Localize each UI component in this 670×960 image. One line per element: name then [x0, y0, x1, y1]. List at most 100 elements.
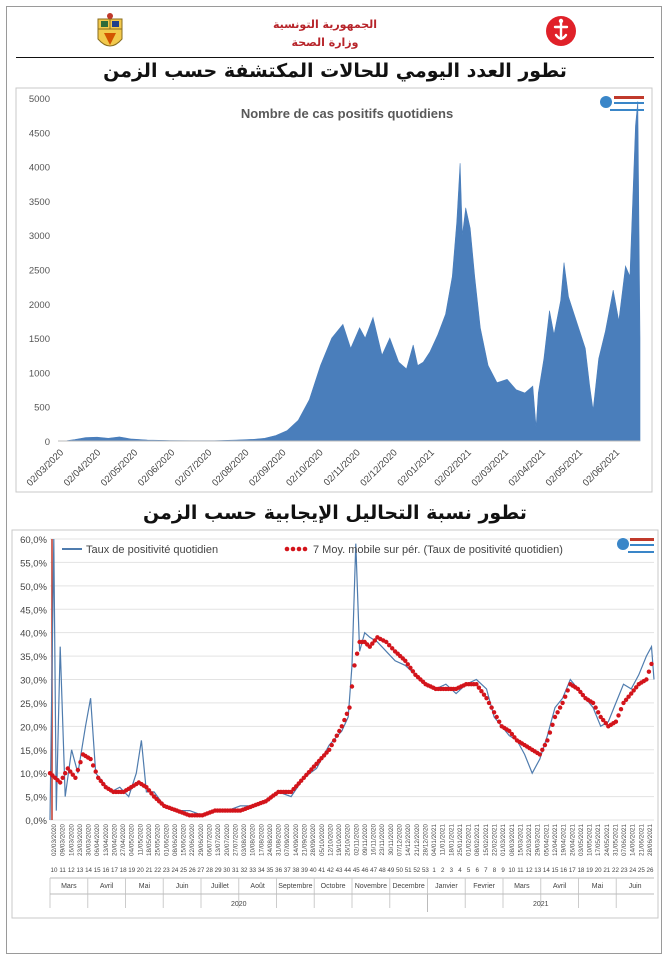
y-tick-label: 55,0% [20, 558, 47, 569]
month-label: Septembre [278, 883, 312, 890]
moving-average-dot [347, 705, 352, 710]
ministry-name: وزارة الصحة [291, 36, 359, 49]
date-tick-label: 05/04/2021 [543, 824, 550, 856]
week-number-label: 15 [94, 867, 101, 874]
government-name: الجمهورية التونسية [272, 18, 378, 31]
week-number-label: 18 [577, 867, 584, 874]
moving-average-dot [616, 713, 621, 718]
week-number-label: 49 [387, 867, 394, 874]
month-label: Octobre [321, 883, 346, 890]
chart1-title: Nombre de cas positifs quotidiens [241, 106, 453, 121]
week-number-label: 50 [396, 867, 403, 874]
date-tick-label: 22/06/2020 [189, 824, 196, 856]
week-number-label: 26 [647, 867, 654, 874]
moving-average-dot [384, 639, 389, 645]
moving-average-dot [294, 784, 299, 789]
week-number-label: 11 [59, 867, 66, 874]
year-label: 2021 [533, 901, 549, 908]
date-tick-label: 07/12/2020 [397, 824, 404, 856]
date-tick-label: 13/04/2020 [103, 824, 110, 856]
week-number-label: 21 [146, 867, 153, 874]
moving-average-dot [319, 756, 324, 761]
moving-average-dot [512, 735, 517, 740]
moving-average-dot [58, 780, 63, 785]
date-tick-label: 19/10/2020 [336, 824, 343, 856]
moving-average-dot [342, 717, 347, 723]
date-tick-label: 04/01/2021 [431, 824, 438, 856]
moving-average-dot [479, 689, 484, 694]
y-tick-label: 0,0% [25, 816, 47, 827]
date-tick-label: 19/04/2021 [561, 824, 568, 856]
week-number-label: 36 [275, 867, 282, 874]
week-number-label: 25 [638, 867, 645, 874]
moving-average-dot [626, 694, 631, 699]
y-tick-label: 3000 [29, 231, 50, 242]
week-number-label: 14 [85, 867, 92, 874]
moving-average-dot [509, 731, 515, 737]
date-tick-label: 15/03/2021 [517, 824, 524, 856]
y-tick-label: 3500 [29, 197, 50, 208]
y-tick-label: 500 [34, 403, 50, 414]
week-number-label: 8 [493, 867, 497, 874]
moving-average-dot [644, 677, 649, 682]
red-crescent-logo-icon [546, 16, 576, 46]
week-number-label: 27 [197, 867, 204, 874]
week-number-label: 43 [336, 867, 343, 874]
week-number-label: 13 [534, 867, 541, 874]
moving-average-dot [301, 775, 306, 780]
date-tick-label: 17/08/2020 [258, 824, 265, 856]
legend-average-label: 7 Moy. mobile sur pér. (Taux de positivi… [313, 544, 563, 556]
y-tick-label: 4500 [29, 128, 50, 139]
moving-average-dot [494, 714, 499, 720]
week-number-label: 3 [450, 867, 454, 874]
week-number-label: 11 [517, 867, 524, 874]
date-tick-label: 01/02/2021 [466, 824, 473, 856]
month-label: Novembre [355, 883, 387, 890]
moving-average-dot [580, 692, 586, 698]
week-number-label: 28 [206, 867, 213, 874]
week-number-label: 44 [344, 867, 351, 874]
moving-average-dot [311, 764, 317, 769]
moving-average-dot [410, 669, 416, 674]
moving-average-dot [327, 747, 332, 752]
moving-average-dot [555, 710, 560, 715]
date-tick-label: 27/07/2020 [232, 824, 239, 856]
date-tick-label: 22/03/2021 [526, 824, 533, 856]
moving-average-dot [329, 742, 334, 748]
month-label: Août [250, 883, 264, 890]
week-number-label: 23 [621, 867, 628, 874]
date-tick-label: 07/09/2020 [284, 824, 291, 856]
moving-average-dot [370, 641, 375, 646]
header: الجمهورية التونسية وزارة الصحة [0, 0, 670, 60]
date-tick-label: 08/03/2021 [509, 824, 516, 856]
moving-average-dot [542, 742, 548, 748]
date-tick-label: 14/09/2020 [293, 824, 300, 856]
week-number-label: 23 [163, 867, 170, 874]
week-number-label: 22 [612, 867, 619, 874]
y-tick-label: 60,0% [20, 535, 47, 546]
date-tick-label: 08/02/2021 [474, 824, 481, 856]
week-number-label: 45 [353, 867, 360, 874]
date-tick-label: 30/11/2020 [388, 824, 395, 856]
week-number-label: 32 [241, 867, 248, 874]
moving-average-dot [491, 710, 497, 715]
date-tick-label: 20/04/2020 [111, 824, 118, 856]
moving-average-dot [349, 684, 355, 689]
week-number-label: 19 [586, 867, 593, 874]
date-tick-label: 03/05/2021 [578, 824, 585, 856]
week-number-label: 26 [189, 867, 196, 874]
date-tick-label: 28/12/2020 [422, 824, 429, 856]
moving-average-dot [339, 724, 344, 729]
moving-average-dot [344, 711, 350, 716]
moving-average-dot [575, 686, 581, 692]
moving-average-dot [299, 778, 304, 783]
week-number-label: 5 [467, 867, 471, 874]
y-tick-label: 2500 [29, 266, 50, 277]
y-tick-label: 1000 [29, 368, 50, 379]
date-tick-label: 21/09/2020 [301, 824, 308, 856]
date-tick-label: 25/01/2021 [457, 824, 464, 856]
date-tick-label: 24/05/2021 [604, 824, 611, 856]
moving-average-dot [68, 769, 73, 774]
month-label: Juillet [211, 883, 229, 890]
week-number-label: 9 [501, 867, 505, 874]
